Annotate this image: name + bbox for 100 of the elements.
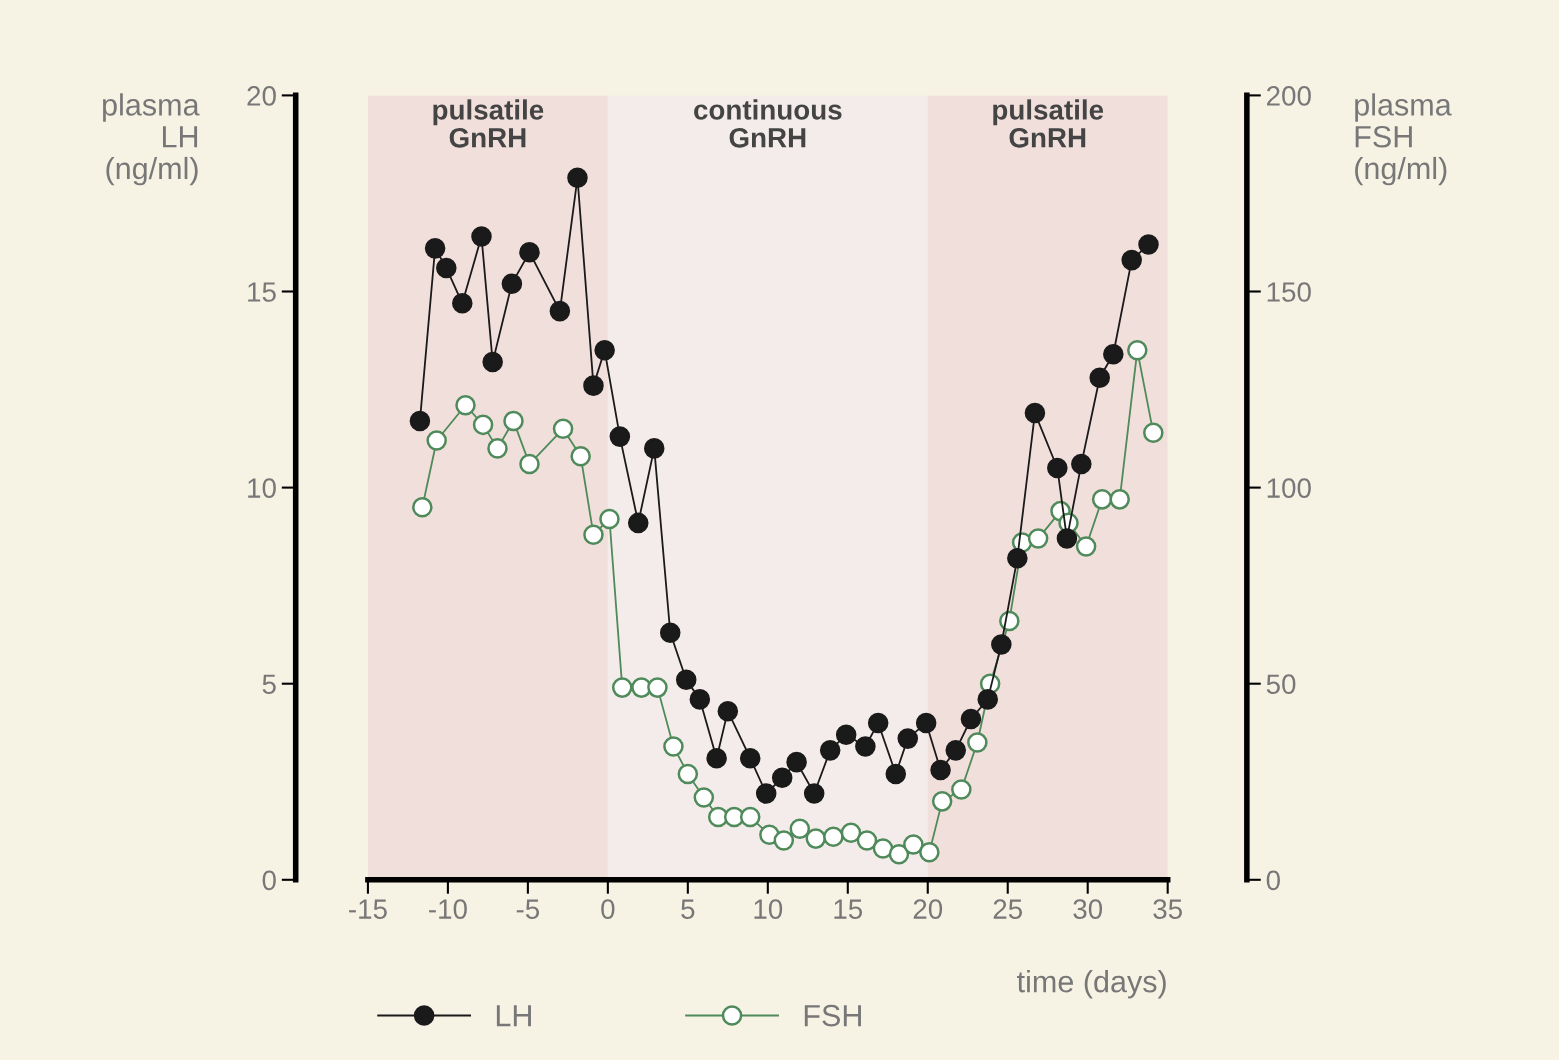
point	[919, 842, 940, 863]
point	[599, 508, 620, 530]
point	[594, 340, 615, 361]
point	[663, 736, 684, 757]
point	[1075, 536, 1097, 557]
point	[977, 689, 999, 710]
point	[552, 418, 574, 440]
point	[693, 787, 715, 808]
x-tick-label: 10	[754, 899, 783, 919]
x-tick-label: 30	[1073, 899, 1103, 919]
y2-tick-label: 200	[1267, 86, 1311, 106]
point	[583, 375, 604, 396]
y-axis-title: plasma LH (ng/ml)	[103, 93, 200, 186]
band-label: pulsatile GnRH	[433, 99, 544, 148]
point	[789, 818, 811, 840]
point	[689, 689, 711, 710]
point	[436, 257, 457, 279]
point	[1121, 249, 1142, 271]
point	[897, 728, 919, 749]
point	[519, 453, 540, 475]
point	[872, 838, 894, 859]
point	[888, 844, 910, 865]
x-axis-title: time (days)	[1017, 970, 1166, 999]
point	[945, 740, 967, 761]
y2-tick-label: 50	[1266, 674, 1296, 695]
legend-label: LH	[496, 1005, 531, 1027]
point	[412, 496, 433, 518]
point	[819, 740, 841, 761]
point	[930, 759, 951, 781]
point	[1056, 528, 1078, 549]
y2-tick-label: 150	[1267, 282, 1311, 302]
point	[855, 736, 876, 757]
point	[503, 410, 524, 432]
band-label: continuous GnRH	[694, 99, 842, 148]
y-tick-label: 0	[262, 870, 276, 891]
point	[426, 430, 447, 451]
point	[867, 712, 889, 734]
point	[1024, 402, 1046, 424]
point	[1007, 547, 1028, 569]
point	[611, 677, 633, 698]
point	[549, 300, 571, 322]
point	[471, 226, 492, 247]
point	[805, 828, 827, 849]
point	[1103, 343, 1124, 365]
point	[1138, 234, 1159, 255]
point	[755, 783, 777, 804]
point	[931, 791, 953, 812]
y-tick-label: 5	[262, 674, 276, 695]
point	[627, 512, 649, 534]
x-tick-label: -15	[349, 899, 387, 919]
point	[487, 438, 508, 459]
point	[856, 830, 878, 851]
point	[1109, 489, 1130, 510]
point	[570, 445, 591, 467]
point	[424, 238, 446, 259]
point	[1027, 528, 1049, 549]
point	[455, 394, 476, 416]
x-tick-label: 35	[1153, 899, 1182, 919]
point	[677, 763, 699, 785]
point	[967, 732, 988, 753]
x-tick-label: 20	[913, 899, 943, 919]
y2-tick-label: 100	[1267, 478, 1311, 498]
point	[452, 292, 473, 314]
point	[903, 834, 924, 855]
point	[951, 779, 972, 800]
point	[835, 724, 857, 745]
point	[803, 783, 825, 804]
point	[717, 700, 739, 722]
band-label: pulsatile GnRH	[993, 99, 1104, 148]
point	[915, 712, 937, 734]
point	[482, 351, 503, 373]
x-tick-label: -10	[429, 899, 467, 919]
point	[1091, 489, 1113, 510]
point	[773, 830, 795, 851]
y-tick-label: 15	[248, 282, 276, 302]
x-tick-label: 15	[834, 899, 863, 919]
point	[960, 708, 982, 730]
point	[771, 767, 793, 789]
y2-axis-title: plasma FSH (ng/ml)	[1355, 93, 1452, 186]
point	[1071, 453, 1092, 475]
point	[1047, 457, 1068, 479]
legend-label: FSH	[804, 1004, 861, 1027]
point	[840, 822, 862, 844]
point	[1127, 340, 1148, 361]
x-tick-label: 25	[993, 899, 1023, 919]
point	[739, 747, 761, 769]
point	[567, 167, 588, 189]
point	[739, 806, 761, 828]
y-tick-label: 20	[247, 86, 276, 106]
point	[409, 410, 431, 432]
point	[647, 677, 668, 698]
point	[885, 763, 907, 785]
point	[472, 414, 494, 436]
point	[519, 242, 540, 263]
point	[823, 826, 844, 847]
point	[643, 438, 665, 459]
x-tick-label: -5	[516, 899, 540, 919]
point	[1089, 367, 1110, 389]
point	[583, 524, 604, 545]
point	[991, 634, 1012, 655]
